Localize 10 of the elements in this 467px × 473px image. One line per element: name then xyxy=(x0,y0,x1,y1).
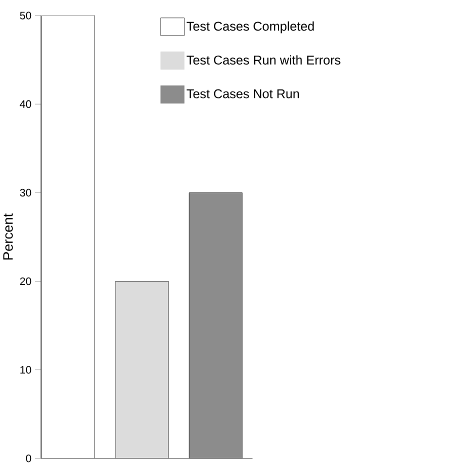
y-tick-label: 10 xyxy=(20,366,31,374)
y-tick-label: 50 xyxy=(20,12,31,20)
y-tick-label: 30 xyxy=(20,188,31,197)
y-tick-label: 0 xyxy=(26,454,31,462)
y-axis-title: Percent xyxy=(3,213,13,260)
y-tick-label: 20 xyxy=(20,277,31,286)
legend-label: Test Cases Not Run xyxy=(186,89,299,98)
legend-label: Test Cases Run with Errors xyxy=(186,55,340,65)
legend-label: Test Cases Completed xyxy=(186,21,314,34)
y-tick-label: 40 xyxy=(20,100,31,108)
